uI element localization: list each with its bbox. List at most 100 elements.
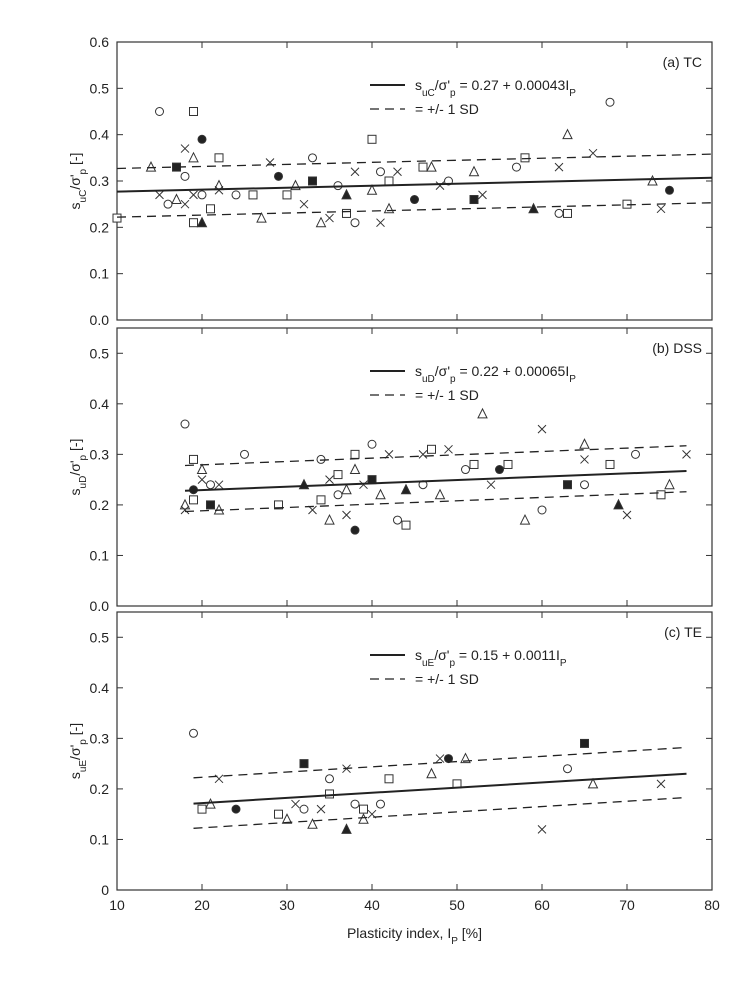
point	[656, 490, 666, 500]
point	[333, 490, 343, 500]
point	[180, 419, 190, 429]
y-axis-label-part: /σ'	[67, 460, 83, 475]
point	[622, 510, 632, 520]
point	[461, 465, 470, 475]
point	[163, 199, 173, 209]
y-tick-label: 0.1	[90, 831, 110, 847]
y-axis-label-part: uC	[78, 190, 89, 203]
point	[400, 483, 412, 495]
y-tick-label: 0.4	[90, 680, 110, 696]
point	[315, 216, 327, 228]
fit-line	[116, 153, 713, 170]
point	[189, 190, 198, 200]
point	[189, 728, 198, 738]
legend-label-part: uD	[422, 374, 435, 385]
point	[376, 167, 385, 177]
point	[587, 777, 599, 789]
y-axis-label-part: s	[67, 772, 83, 779]
point	[495, 465, 504, 475]
y-tick-label: 0.1	[90, 266, 110, 282]
y-tick-label: 0.2	[90, 497, 110, 513]
legend-label-part: /σ'	[435, 363, 450, 379]
legend-label: suC/σ'p = 0.27 + 0.00043IP	[415, 77, 576, 99]
legend-label-part: /σ'	[435, 77, 450, 93]
point	[189, 495, 198, 505]
point	[325, 475, 334, 484]
y-axis-label-part: [-]	[67, 439, 83, 455]
point	[588, 148, 598, 158]
point	[274, 809, 283, 819]
point	[426, 767, 437, 779]
panel-label: (b) DSS	[652, 340, 702, 356]
point	[341, 188, 352, 200]
point	[647, 174, 658, 186]
point	[341, 483, 352, 495]
point	[316, 804, 326, 814]
point	[358, 813, 369, 824]
point	[350, 799, 360, 809]
y-axis-label-part: p	[78, 739, 89, 745]
point	[231, 190, 241, 200]
legend-label-part: P	[560, 658, 567, 669]
y-axis-label-part: p	[78, 168, 89, 174]
point	[477, 407, 488, 419]
point	[256, 211, 267, 223]
point	[366, 184, 378, 195]
point	[308, 505, 317, 515]
y-axis-label-part: [-]	[67, 723, 83, 739]
plot-frame	[116, 611, 713, 891]
x-tick-label: 50	[449, 897, 465, 913]
point	[274, 171, 283, 181]
point	[197, 134, 207, 144]
point	[214, 480, 224, 490]
y-tick-label: 0.5	[90, 345, 110, 361]
point	[299, 804, 309, 814]
point	[145, 160, 157, 172]
fit-line	[193, 772, 687, 805]
x-tick-label: 80	[704, 897, 720, 913]
legend-label-part: = 0.15 + 0.0011I	[455, 647, 560, 663]
point	[308, 153, 317, 163]
legend-label-part: p	[450, 374, 456, 385]
point	[401, 520, 411, 530]
point	[350, 167, 360, 177]
point	[281, 813, 293, 824]
point	[605, 97, 615, 107]
fit-line	[184, 470, 687, 492]
point	[206, 480, 215, 490]
point	[519, 513, 531, 525]
point	[418, 450, 428, 459]
y-axis-label-part: /σ'	[67, 745, 83, 760]
point	[324, 513, 335, 525]
point	[682, 450, 691, 459]
x-axis-label-part: [%]	[458, 925, 482, 941]
point	[206, 204, 215, 214]
point	[342, 208, 351, 218]
point	[299, 199, 309, 209]
legend-label: = +/- 1 SD	[415, 671, 479, 687]
point	[537, 424, 547, 434]
point	[537, 505, 547, 515]
panel-label: (a) TC	[663, 54, 702, 70]
point	[299, 759, 309, 769]
y-tick-label: 0.5	[90, 80, 110, 96]
legend-label-part: P	[569, 374, 576, 385]
plot-frame	[116, 327, 713, 607]
point	[469, 459, 479, 469]
y-axis-label-part: uE	[78, 760, 89, 773]
point	[350, 449, 360, 459]
point	[206, 500, 215, 510]
legend-label-part: uC	[422, 88, 435, 99]
point	[444, 444, 453, 454]
point	[179, 498, 191, 510]
legend-label: suE/σ'p = 0.15 + 0.0011IP	[415, 647, 567, 669]
legend-label-part: s	[415, 77, 422, 93]
point	[520, 153, 530, 163]
point	[291, 799, 300, 809]
point	[376, 218, 385, 228]
point	[554, 208, 564, 218]
point	[410, 195, 419, 205]
point	[298, 478, 310, 490]
point	[469, 195, 479, 205]
